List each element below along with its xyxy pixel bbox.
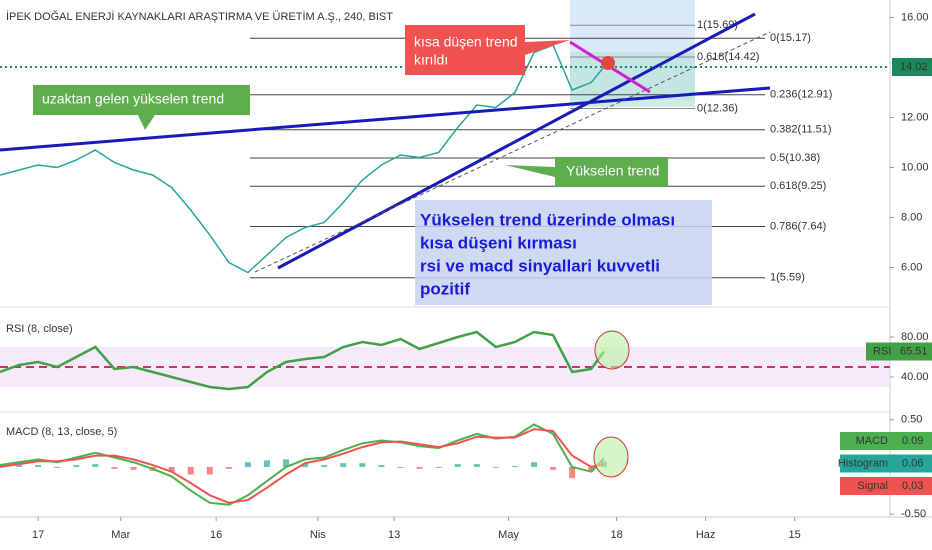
histogram-bar bbox=[378, 465, 385, 467]
pane-title: İPEK DOĞAL ENERJİ KAYNAKLARI ARAŞTIRMA V… bbox=[6, 10, 393, 23]
break-marker bbox=[601, 56, 615, 70]
price-line bbox=[0, 44, 605, 274]
histogram-bar bbox=[321, 465, 328, 467]
annotation: kısa düşen trend bbox=[414, 34, 518, 50]
macd-line bbox=[0, 428, 605, 504]
x-tick-label: 18 bbox=[611, 529, 623, 541]
legend-name: Histogram bbox=[838, 457, 888, 469]
x-tick-label: Haz bbox=[696, 529, 716, 541]
histogram-bar bbox=[225, 466, 232, 469]
legend-value: 0.06 bbox=[902, 457, 923, 469]
histogram-bar bbox=[588, 466, 595, 472]
fib-label: 0.382(11.51) bbox=[770, 124, 832, 136]
highlight bbox=[594, 330, 630, 370]
histogram-bar bbox=[244, 462, 251, 467]
note-box bbox=[415, 200, 712, 305]
note: Yükselen trend üzerinde olması bbox=[420, 210, 675, 229]
note: pozitif bbox=[420, 279, 470, 298]
callout bbox=[33, 85, 250, 130]
histogram-bar bbox=[511, 466, 518, 467]
rsi-label-value: 65.51 bbox=[900, 345, 928, 357]
x-tick-label: 17 bbox=[32, 529, 44, 541]
histogram-bar bbox=[492, 466, 499, 468]
y-tick-label: 12.00 bbox=[901, 111, 929, 123]
histogram-bar bbox=[473, 464, 480, 467]
y-tick-label: 40.00 bbox=[901, 371, 929, 383]
fib-label: 0.618(14.42) bbox=[697, 51, 759, 63]
pane-title: RSI (8, close) bbox=[6, 323, 73, 335]
fib-label: 0.786(7.64) bbox=[770, 220, 826, 232]
x-tick-label: Mar bbox=[111, 529, 130, 541]
histogram-bar bbox=[92, 464, 99, 467]
last-price-box bbox=[892, 58, 932, 76]
legend-value: 0.09 bbox=[902, 435, 923, 447]
x-tick-label: Nis bbox=[310, 529, 326, 541]
fib-label: 0.618(9.25) bbox=[770, 180, 826, 192]
x-tick-label: 15 bbox=[789, 529, 801, 541]
histogram-bar bbox=[35, 465, 42, 467]
histogram-bar bbox=[397, 466, 404, 468]
histogram-bar bbox=[168, 466, 175, 472]
y-tick-label: 80.00 bbox=[901, 331, 929, 343]
rsi-label-name: RSI bbox=[873, 345, 891, 357]
legend-value: 0.03 bbox=[902, 480, 923, 492]
histogram-bar bbox=[264, 460, 270, 467]
legend-name: Signal bbox=[857, 480, 888, 492]
note: kısa düşeni kırması bbox=[420, 233, 577, 252]
x-tick-label: May bbox=[498, 529, 519, 541]
y-tick-label: 6.00 bbox=[901, 261, 922, 273]
trend-line-dashed bbox=[254, 31, 771, 273]
y-tick-label: 16.00 bbox=[901, 11, 929, 23]
histogram-bar bbox=[302, 463, 309, 467]
legend-name: MACD bbox=[856, 435, 888, 447]
fib-label: 0(12.36) bbox=[697, 102, 738, 114]
histogram-bar bbox=[187, 466, 194, 475]
y-tick-label: -0.50 bbox=[901, 508, 926, 520]
x-tick-label: 13 bbox=[388, 529, 400, 541]
legend-box bbox=[840, 477, 932, 495]
annotation: kırıldı bbox=[414, 52, 448, 68]
fib-label: 0.236(12.91) bbox=[770, 89, 832, 101]
annotation: Yükselen trend bbox=[566, 163, 659, 179]
y-tick-label: 10.00 bbox=[901, 161, 929, 173]
histogram-bar bbox=[435, 466, 442, 468]
fib-label: 0.5(10.38) bbox=[770, 152, 820, 164]
fib-label: 1(5.59) bbox=[770, 272, 805, 284]
legend-box bbox=[840, 432, 932, 450]
histogram-bar bbox=[16, 465, 23, 467]
legend-box bbox=[840, 454, 932, 473]
histogram-bar bbox=[54, 466, 61, 468]
callout bbox=[405, 25, 570, 75]
histogram-bar bbox=[340, 463, 347, 467]
histogram-bar bbox=[283, 459, 290, 467]
rsi-label-box bbox=[866, 342, 932, 361]
histogram-bar bbox=[550, 466, 557, 470]
trend-line bbox=[0, 86, 771, 152]
histogram-bar bbox=[130, 466, 137, 470]
y-tick-label: 8.00 bbox=[901, 211, 922, 223]
trend-line bbox=[277, 12, 756, 270]
annotation: uzaktan gelen yükselen trend bbox=[42, 91, 224, 107]
histogram-bar bbox=[111, 466, 118, 469]
fib-label: 0(15.17) bbox=[770, 32, 811, 44]
histogram-bar bbox=[359, 463, 366, 467]
note: rsi ve macd sinyallari kuvvetli bbox=[420, 256, 660, 275]
x-tick-label: 16 bbox=[210, 529, 222, 541]
y-tick-label: 0.50 bbox=[901, 414, 922, 426]
highlight bbox=[593, 436, 629, 478]
histogram-bar bbox=[569, 466, 576, 479]
callout bbox=[505, 157, 668, 187]
histogram-bar bbox=[454, 464, 461, 467]
histogram-bar bbox=[73, 465, 80, 467]
histogram-bar bbox=[206, 466, 213, 475]
pane-title: MACD (8, 13, close, 5) bbox=[6, 426, 117, 438]
last-price-label: 14.02 bbox=[900, 61, 928, 73]
histogram-bar bbox=[531, 462, 537, 467]
rsi-line bbox=[0, 330, 605, 391]
histogram-bar bbox=[416, 466, 423, 469]
